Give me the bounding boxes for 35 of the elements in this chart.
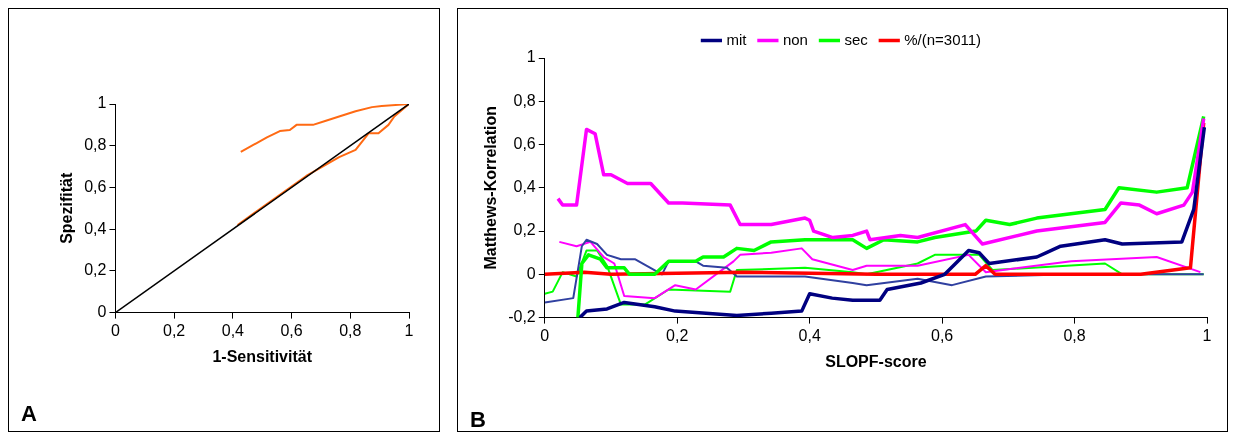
y-tick-label: 0,6 (513, 134, 536, 152)
legend-label: %/(n=3011) (904, 30, 982, 48)
y-tick-label: 0 (526, 264, 536, 282)
x-tick-label: 0 (110, 321, 120, 339)
x-tick-label: 1 (1202, 326, 1212, 344)
x-tick-label: 0,2 (666, 326, 689, 344)
x-tick-label: 0 (540, 326, 550, 344)
y-axis-title: Spezifität (58, 172, 76, 244)
y-tick-label: 1 (97, 94, 107, 112)
x-tick-label: 0,8 (1063, 326, 1086, 344)
x-tick-label: 0,8 (339, 321, 362, 339)
x-tick-label: 0,6 (280, 321, 303, 339)
y-tick-label: 0,4 (513, 178, 536, 196)
y-tick-label: 1 (526, 48, 536, 66)
y-tick-label: 0,8 (513, 91, 536, 109)
x-tick-label: 1 (404, 321, 414, 339)
text: B (470, 407, 486, 432)
y-tick-label: -0,2 (508, 308, 536, 326)
legend-label: mit (726, 30, 748, 48)
y-tick-label: 0,4 (84, 219, 107, 237)
x-axis-title: SLOPF-score (825, 352, 927, 370)
y-tick-label: 0,8 (84, 136, 107, 154)
y-tick-label: 0 (97, 303, 107, 321)
x-tick-label: 0,4 (221, 321, 245, 339)
y-tick-label: 0,6 (84, 177, 107, 195)
x-tick-label: 0,6 (930, 326, 954, 344)
y-tick-label: 0,2 (84, 261, 107, 279)
y-axis-title: Matthews-Korrelation (482, 106, 500, 270)
legend-label: sec (844, 30, 869, 48)
legend-label: non (782, 30, 808, 48)
x-tick-label: 0,2 (163, 321, 186, 339)
x-axis-title: 1-Sensitivität (212, 347, 313, 365)
text: A (21, 401, 37, 426)
x-tick-label: 0,4 (798, 326, 821, 344)
y-tick-label: 0,2 (513, 221, 536, 239)
